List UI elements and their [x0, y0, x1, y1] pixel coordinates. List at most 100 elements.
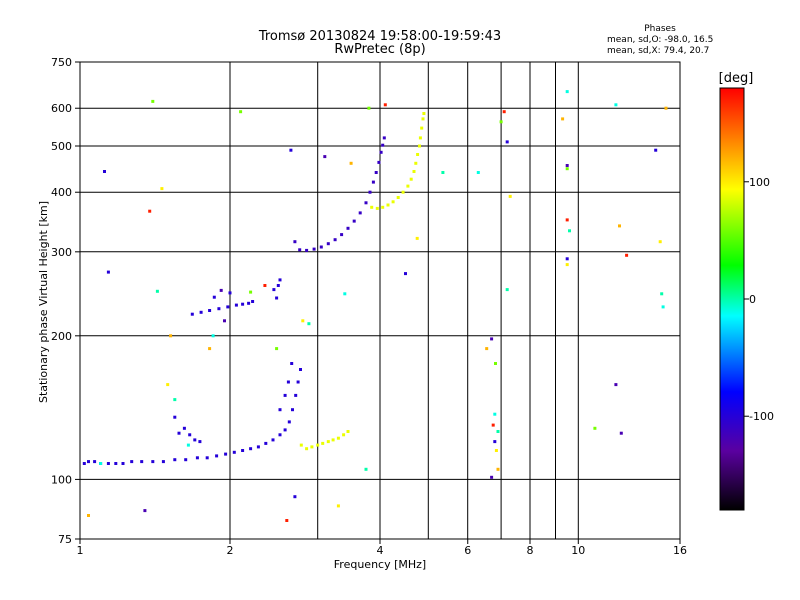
data-point	[151, 99, 155, 103]
chart-subtitle: RwPretec (8p)	[334, 42, 425, 57]
data-point	[321, 441, 325, 445]
x-axis-ticks: 1 2 4 6 8 10 16	[77, 539, 687, 557]
data-point	[494, 449, 498, 452]
data-point	[263, 284, 267, 287]
data-point	[148, 209, 152, 213]
data-point	[625, 253, 629, 257]
data-point	[421, 117, 425, 121]
data-point	[342, 433, 346, 437]
data-point	[278, 278, 282, 282]
data-point	[103, 170, 106, 173]
x-tick-label: 16	[673, 544, 687, 557]
data-point	[496, 430, 500, 433]
y-tick-label: 300	[51, 246, 72, 259]
data-point	[565, 90, 569, 94]
data-point	[155, 289, 159, 293]
colorbar-label: [deg]	[719, 71, 754, 86]
data-point	[346, 226, 350, 230]
data-point	[296, 380, 300, 384]
data-point	[508, 194, 512, 198]
data-point	[283, 393, 287, 397]
stats-o-line: mean, sd,O: -98.0, 16.5	[607, 35, 713, 45]
data-point	[418, 136, 422, 140]
data-point	[661, 305, 665, 309]
x-tick-label: 2	[227, 544, 234, 557]
data-point	[182, 426, 186, 430]
data-point	[336, 504, 340, 508]
data-point	[276, 284, 280, 287]
data-point	[319, 245, 323, 249]
data-point	[249, 447, 253, 451]
data-point	[299, 368, 302, 371]
x-tick-label: 8	[527, 544, 534, 557]
data-point	[493, 412, 497, 416]
data-point	[401, 190, 405, 194]
data-point	[490, 475, 494, 479]
data-point	[374, 171, 378, 174]
data-point	[190, 312, 194, 316]
data-point	[561, 117, 565, 121]
data-point	[396, 196, 400, 199]
data-point	[310, 445, 314, 449]
data-point	[140, 460, 144, 464]
data-point	[505, 288, 509, 292]
data-point	[565, 218, 569, 222]
data-point	[496, 467, 500, 471]
data-point	[323, 155, 327, 159]
data-point	[299, 443, 303, 447]
data-point	[205, 456, 209, 460]
data-point	[336, 436, 340, 440]
data-point	[664, 106, 668, 110]
data-point	[198, 440, 202, 444]
data-point	[364, 201, 368, 205]
data-point	[568, 229, 571, 233]
data-point	[565, 257, 569, 261]
data-points	[82, 90, 668, 522]
data-point	[420, 126, 424, 130]
colorbar-tick-label: 0	[749, 293, 756, 306]
data-point	[173, 398, 177, 402]
data-point	[307, 322, 311, 326]
y-tick-label: 100	[51, 473, 72, 486]
data-point	[305, 447, 309, 451]
y-axis-ticks: 75 100 200 300 400 500 600 750	[51, 56, 80, 546]
data-point	[618, 224, 621, 228]
data-point	[219, 288, 223, 292]
data-point	[212, 295, 216, 299]
data-point	[241, 449, 245, 452]
data-point	[93, 460, 97, 464]
data-point	[161, 460, 165, 464]
data-point	[184, 458, 188, 462]
data-point	[352, 219, 356, 223]
data-point	[371, 180, 375, 184]
data-point	[658, 240, 662, 244]
data-point	[414, 161, 418, 165]
data-point	[491, 423, 495, 427]
data-point	[381, 205, 385, 209]
data-point	[326, 440, 330, 444]
data-point	[251, 300, 255, 303]
y-tick-label: 400	[51, 186, 72, 199]
data-point	[234, 303, 238, 307]
data-point	[476, 171, 480, 174]
data-point	[422, 112, 426, 115]
data-point	[493, 440, 497, 444]
data-point	[290, 362, 294, 365]
data-point	[208, 309, 212, 312]
data-point	[217, 307, 221, 311]
data-point	[614, 383, 618, 387]
data-point	[291, 408, 294, 412]
data-point	[106, 270, 110, 274]
data-point	[241, 302, 245, 306]
y-tick-label: 750	[51, 56, 72, 69]
data-point	[106, 462, 110, 465]
stats-heading: Phases	[644, 24, 676, 34]
data-point	[173, 415, 177, 419]
data-point	[199, 310, 203, 314]
data-point	[256, 445, 260, 449]
data-point	[177, 431, 181, 435]
data-point	[223, 319, 226, 323]
data-point	[272, 288, 276, 292]
data-point	[151, 460, 155, 464]
data-point	[415, 236, 419, 240]
